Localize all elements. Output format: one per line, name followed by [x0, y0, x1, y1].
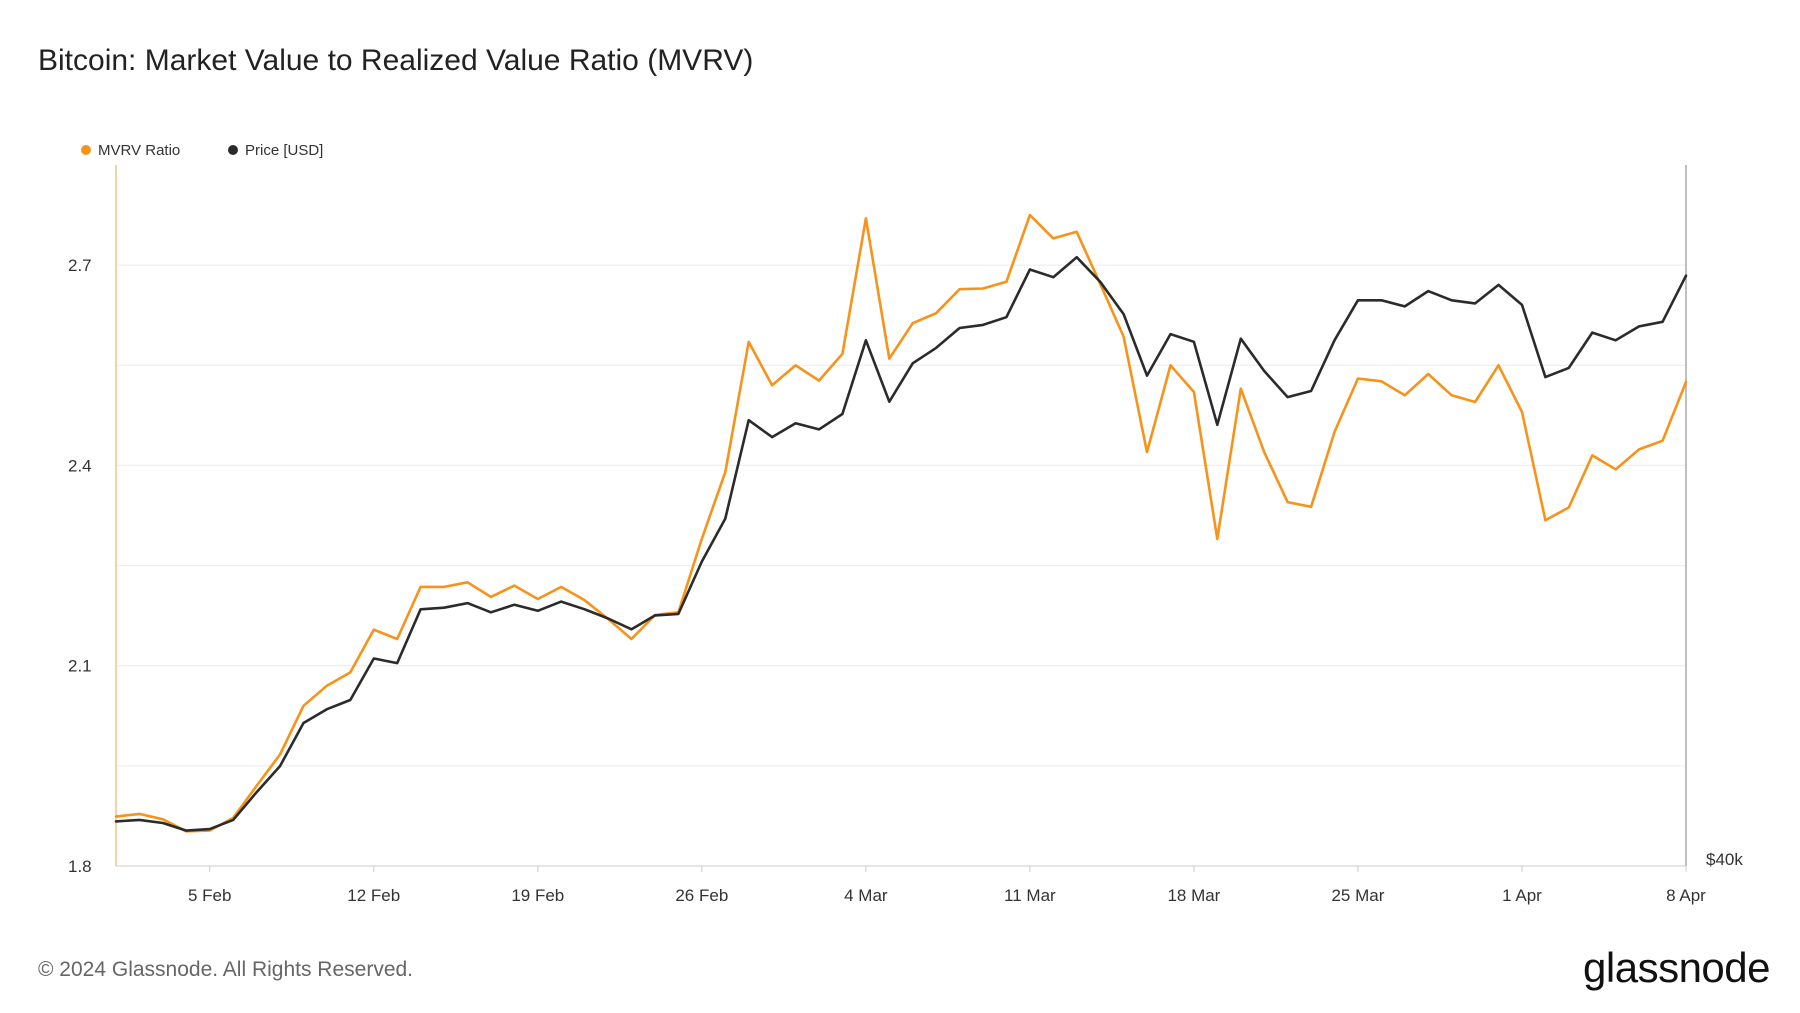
legend-label-price: Price [USD]: [245, 142, 323, 159]
y-tick-label: 2.1: [68, 657, 92, 676]
legend-label-mvrv: MVRV Ratio: [98, 142, 180, 159]
y-tick-label: 1.8: [68, 857, 92, 876]
series-layer: [114, 213, 1688, 833]
x-tick-label: 8 Apr: [1666, 886, 1706, 905]
x-tick-label: 18 Mar: [1167, 886, 1220, 905]
x-tick-label: 1 Apr: [1502, 886, 1542, 905]
grid: [116, 264, 1686, 867]
chart-title: Bitcoin: Market Value to Realized Value …: [38, 44, 754, 77]
y-tick-label: 2.7: [68, 256, 92, 275]
x-tick-label: 19 Feb: [511, 886, 564, 905]
legend-marker-mvrv: [81, 145, 91, 155]
mvrv-ratio-line: [114, 213, 1688, 833]
glassnode-logo: glassnode: [1583, 944, 1770, 991]
y-tick-label: 2.4: [68, 456, 92, 475]
y-left-ticks: 1.8 2.1 2.4 2.7: [68, 256, 92, 876]
y-right-tick-label: $40k: [1706, 850, 1743, 869]
copyright-text: © 2024 Glassnode. All Rights Reserved.: [38, 958, 414, 981]
x-tick-label: 25 Mar: [1331, 886, 1384, 905]
x-tick-label: 12 Feb: [347, 886, 400, 905]
x-ticks: 5 Feb 12 Feb 19 Feb 26 Feb 4 Mar 11 Mar 18 Mar…: [188, 866, 1706, 905]
price-usd-line: [114, 255, 1688, 832]
legend: MVRV Ratio Price [USD]: [81, 142, 323, 159]
legend-marker-price: [228, 145, 238, 155]
x-tick-label: 26 Feb: [675, 886, 728, 905]
x-tick-label: 5 Feb: [188, 886, 231, 905]
x-tick-label: 4 Mar: [844, 886, 888, 905]
x-tick-label: 11 Mar: [1004, 886, 1056, 905]
